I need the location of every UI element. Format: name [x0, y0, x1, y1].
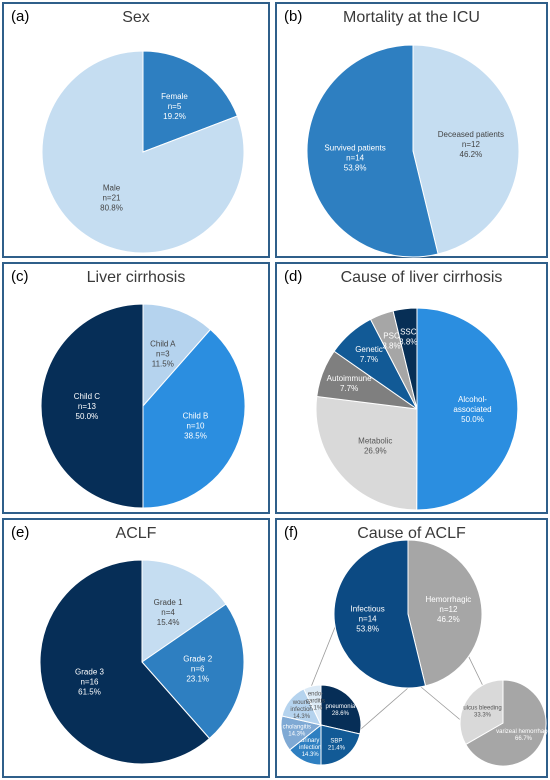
- chart-title: Cause of ACLF: [357, 525, 466, 542]
- slice-label-alcohol-associated: Alcohol-associated 50.0%: [453, 395, 491, 424]
- slice-label-male: Male n=21 80.8%: [100, 184, 123, 213]
- panel-a: (a) Sex Female n=5 19.2% Male n=21 80.8%: [2, 2, 270, 258]
- pie-slice-male: [41, 50, 245, 254]
- pie-slice-grade-3: [39, 559, 211, 765]
- slice-label-female: Female n=5 19.2%: [161, 92, 188, 121]
- pie-slice-child-c: [40, 303, 144, 509]
- aclf-cause-pie-chart: Hemorrhagic n=12 46.2% Infectious n=14 53.8% p…: [280, 539, 550, 767]
- panel-e: (e) ACLF Grade 1 n=4 15.4% Grade 2 n=6 23.1% G…: [2, 518, 270, 778]
- panel-d: (d) Cause of liver cirrhosis Alcohol-ass…: [275, 262, 548, 514]
- slice-label-deceased-patients: Deceased patients n=12 46.2%: [438, 130, 504, 159]
- panel-label: (a): [11, 8, 30, 25]
- panel-label: (d): [284, 268, 303, 285]
- pie-slice-child-b: [142, 328, 246, 509]
- pie-slice-ssc: [392, 307, 418, 410]
- sex-pie-chart: Female n=5 19.2% Male n=21 80.8%: [41, 50, 245, 254]
- slice-label-grade-1: Grade 1 n=4 15.4%: [154, 598, 183, 627]
- slice-label-varizeal-hemorrhage: varizeal hemorrhage 66.7%: [496, 729, 550, 742]
- pie-slice-pneumonia: [320, 684, 362, 735]
- chart-title: Cause of liver cirrhosis: [340, 269, 503, 286]
- slice-label-psc: PSC 3.8%: [382, 332, 400, 351]
- slice-label-hemorrhagic: Hemorrhagic n=12 46.2%: [426, 595, 472, 624]
- slice-label-urinary-infection: urinary infection 14.3%: [299, 738, 321, 758]
- pie-slice-ulcus-bleeding: [459, 679, 504, 746]
- aclf-pie-chart: Grade 1 n=4 15.4%Grade 2 n=6 23.1% Grade 3 n=1…: [39, 559, 245, 765]
- pie-slice-infectious: [333, 539, 427, 689]
- cirrhosis-cause-pie-chart: Alcohol-associated 50.0% Metabolic 26.9% Aut…: [315, 307, 519, 511]
- slice-label-survived-patients: Survived patients n=14 53.8%: [324, 144, 385, 173]
- chart-title: Mortality at the ICU: [343, 9, 480, 26]
- pie-slice-alcohol-associated: [416, 307, 519, 511]
- slice-label-genetic: Genetic 7.7%: [355, 345, 383, 364]
- pie-slice-grade-1: [141, 559, 227, 663]
- pie-slice-deceased-patients: [412, 44, 520, 255]
- mortality-pie-chart: Deceased patients n=12 46.2% Survived patie…: [306, 44, 520, 258]
- pie-slice-grade-2: [141, 603, 245, 740]
- slice-label-ulcus-bleeding: ulcus bleeding 33.3%: [463, 705, 501, 718]
- slice-label-ssc: SSC 3.8%: [399, 328, 417, 347]
- pie-slice-sbp: [320, 724, 361, 766]
- pie-slice-child-a: [142, 303, 212, 408]
- slice-label-grade-2: Grade 2 n=6 23.1%: [183, 655, 212, 684]
- panel-label: (c): [11, 268, 29, 285]
- pie-slice-varizeal-hemorrhage: [465, 679, 547, 767]
- pie-slice-hemorrhagic: [407, 539, 483, 687]
- slice-label-cholangitis: cholangitis 14.3%: [283, 725, 311, 738]
- pie-slice-metabolic: [315, 395, 418, 511]
- connector-line: [468, 656, 484, 687]
- slice-label-autoimmune: Autoimmune 7.7%: [327, 374, 372, 393]
- slice-label-wound-infection: wound infection 14.3%: [290, 700, 312, 720]
- chart-title: Liver cirrhosis: [86, 269, 186, 286]
- slice-label-grade-3: Grade 3 n=16 61.5%: [75, 668, 104, 697]
- slice-label-infectious: Infectious n=14 53.8%: [350, 605, 384, 634]
- panel-f: (f) Cause of ACLF Hemorrhagic n=12 46.2% In…: [275, 518, 550, 778]
- panel-b: (b) Mortality at the ICU Deceased patien…: [275, 2, 548, 258]
- slice-label-endo-carditis: endo-carditis 7.1%: [306, 692, 325, 712]
- connector-line: [360, 687, 409, 730]
- slice-label-metabolic: Metabolic 26.9%: [358, 437, 392, 456]
- pie-slice-survived-patients: [306, 44, 439, 258]
- panel-label: (b): [284, 8, 303, 25]
- connector-line: [310, 626, 336, 688]
- slice-label-pneumonia: pneumonia 28.6%: [326, 704, 356, 717]
- pie-slice-endo-carditis: [303, 684, 322, 726]
- panel-label: (e): [11, 524, 30, 541]
- slice-label-sbp: SBP 21.4%: [328, 739, 346, 752]
- chart-title: ACLF: [115, 525, 157, 542]
- panel-label: (f): [284, 524, 299, 541]
- pie-slice-female: [142, 50, 239, 153]
- chart-title: Sex: [122, 9, 150, 26]
